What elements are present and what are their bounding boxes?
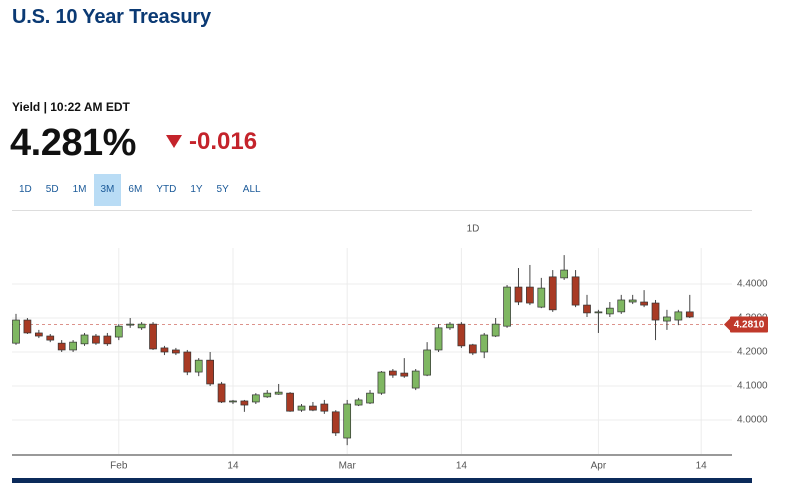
x-tick-label: 14 [227, 461, 239, 472]
price-tag-arrow [724, 318, 730, 331]
candle-body [286, 392, 294, 412]
x-tick-label: Mar [339, 461, 357, 472]
candle-body [663, 316, 671, 322]
candle-body [628, 299, 637, 303]
candle-body [92, 335, 100, 344]
candle-body [274, 391, 283, 395]
range-button[interactable]: ALL [242, 184, 261, 195]
candle-body [605, 307, 614, 315]
candle-body [411, 370, 420, 389]
candle-body [103, 335, 112, 345]
range-button[interactable]: 1D [19, 184, 32, 195]
candle-body [366, 392, 374, 404]
x-tick-label: Apr [591, 461, 607, 472]
y-tick-label: 4.0000 [737, 415, 768, 426]
page-title: U.S. 10 Year Treasury [12, 6, 211, 28]
candle-body [194, 359, 203, 373]
price-tag [730, 316, 768, 333]
candle-body [480, 334, 489, 353]
range-button[interactable]: 5D [45, 184, 59, 195]
y-tick-label: 4.4000 [737, 279, 768, 290]
candle-body [457, 323, 466, 347]
candle-body [263, 392, 272, 398]
candle-body [434, 327, 443, 351]
candle-body [229, 400, 237, 403]
separator [12, 210, 752, 211]
candle-body [251, 394, 260, 403]
range-button[interactable]: 3M [93, 174, 122, 206]
candle-body [548, 276, 557, 311]
range-button[interactable]: 1M [72, 184, 87, 195]
price-tag-label: 4.2810 [734, 320, 765, 331]
candle-body [423, 349, 431, 376]
candle-body [651, 302, 660, 321]
candle-body [172, 349, 180, 354]
candle-body [377, 371, 386, 394]
range-button[interactable]: YTD [156, 184, 177, 195]
candle-body [240, 400, 249, 406]
candle-body [217, 383, 226, 403]
range-button[interactable]: 1Y [190, 184, 203, 195]
candle-body [114, 325, 123, 338]
candle-body [354, 399, 363, 406]
price: 4.281% [10, 122, 136, 164]
x-tick-label: Feb [110, 461, 128, 472]
y-tick-label: 4.2000 [737, 347, 768, 358]
candle-body [57, 342, 66, 351]
candle-body [537, 287, 546, 308]
x-tick-label: 14 [456, 461, 468, 472]
candle-body [583, 304, 591, 314]
down-arrow [166, 135, 182, 148]
price-change: -0.016 [189, 128, 258, 155]
range-button[interactable]: 5Y [216, 184, 229, 195]
y-tick-label: 4.1000 [737, 381, 768, 392]
range-button[interactable]: 6M [128, 184, 143, 195]
candle-body [389, 370, 397, 376]
candle-body [69, 341, 77, 351]
candle-body [309, 405, 317, 411]
candle-body [400, 372, 409, 377]
candle-body [526, 286, 534, 304]
candle-body [297, 405, 306, 411]
candle-body [160, 347, 169, 353]
candle-body [468, 344, 477, 354]
candle-body [503, 286, 511, 327]
time-label: Yield | 10:22 AM EDT [12, 100, 130, 114]
candle-body [446, 323, 454, 329]
candle-body [149, 323, 157, 350]
range-selector: 1D 5D 1M 3M 6M YTD 1Y 5Y ALL [12, 174, 268, 206]
candle-body [640, 301, 648, 306]
candle-body [685, 311, 694, 318]
candle-body [126, 323, 135, 326]
bottom-bar [12, 478, 752, 483]
candle-body [594, 311, 603, 314]
candle-body [23, 319, 32, 334]
candle-body [12, 319, 20, 344]
candle-body [331, 411, 340, 434]
candle-body [320, 403, 329, 412]
candle-body [560, 269, 569, 279]
candle-body [571, 276, 580, 306]
candle-body [617, 299, 626, 313]
candle-body [514, 286, 523, 303]
candle-body [46, 335, 55, 341]
interval-label: 1D [467, 224, 480, 235]
candle-body [137, 323, 146, 329]
candle-body [491, 323, 500, 337]
candle-body [80, 334, 89, 345]
candle-body [674, 311, 683, 321]
x-tick-label: 14 [696, 461, 708, 472]
candle-body [34, 332, 43, 337]
candle-body [206, 359, 214, 385]
candle-body [183, 351, 192, 373]
candle-body [343, 403, 352, 439]
